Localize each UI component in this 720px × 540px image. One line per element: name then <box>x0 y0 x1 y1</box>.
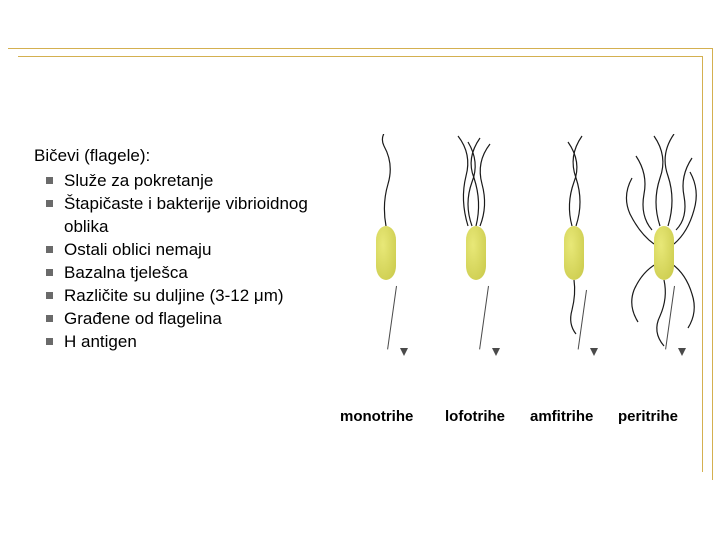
flagellum <box>672 264 694 328</box>
bacteria-cell-amphi <box>564 226 584 280</box>
flagellum <box>632 264 656 322</box>
bullet-icon <box>46 269 53 276</box>
flagellum <box>480 144 490 226</box>
bullet-icon <box>46 338 53 345</box>
list-item: Građene od flagelina <box>34 308 354 331</box>
bullet-icon <box>46 200 53 207</box>
arrow-head-icon <box>400 348 408 356</box>
bacteria-cell-peri <box>654 226 674 280</box>
flagellum <box>626 178 654 244</box>
arrow-head-icon <box>678 348 686 356</box>
label-amphi: amfitrihe <box>530 408 593 425</box>
bullet-list: Služe za pokretanje Štapičaste i bakteri… <box>34 170 354 354</box>
flagellum <box>568 142 577 226</box>
list-item: Ostali oblici nemaju <box>34 239 354 262</box>
bullet-icon <box>46 177 53 184</box>
frame-outer-top <box>8 48 712 49</box>
bacteria-cell-lopho <box>466 226 486 280</box>
arrow-head-icon <box>492 348 500 356</box>
flagellum <box>654 136 663 226</box>
bullet-icon <box>46 246 53 253</box>
label-lopho: lofotrihe <box>445 408 505 425</box>
slide-title: Bičevi (flagele): <box>34 146 354 166</box>
list-item: Različite su duljine (3-12 μm) <box>34 285 354 308</box>
label-peri: peritrihe <box>618 408 678 425</box>
list-item: Bazalna tjelešca <box>34 262 354 285</box>
bullet-icon <box>46 315 53 322</box>
bacteria-cell-mono <box>376 226 396 280</box>
flagellum <box>458 136 468 226</box>
flagellum <box>382 134 390 226</box>
text-content: Bičevi (flagele): Služe za pokretanje Št… <box>34 146 354 354</box>
flagella-diagram <box>354 134 706 354</box>
bullet-icon <box>46 292 53 299</box>
flagellum <box>657 280 666 346</box>
flagellum <box>676 158 692 230</box>
label-mono: monotrihe <box>340 408 413 425</box>
flagellum <box>571 280 576 334</box>
flagellum <box>665 134 674 226</box>
list-item: H antigen <box>34 331 354 354</box>
frame-outer-right <box>712 48 713 480</box>
arrow-head-icon <box>590 348 598 356</box>
flagellum <box>636 156 652 230</box>
list-item: Štapičaste i bakterije vibrioidnog oblik… <box>34 193 354 239</box>
frame-inner-top <box>18 56 702 57</box>
list-item: Služe za pokretanje <box>34 170 354 193</box>
